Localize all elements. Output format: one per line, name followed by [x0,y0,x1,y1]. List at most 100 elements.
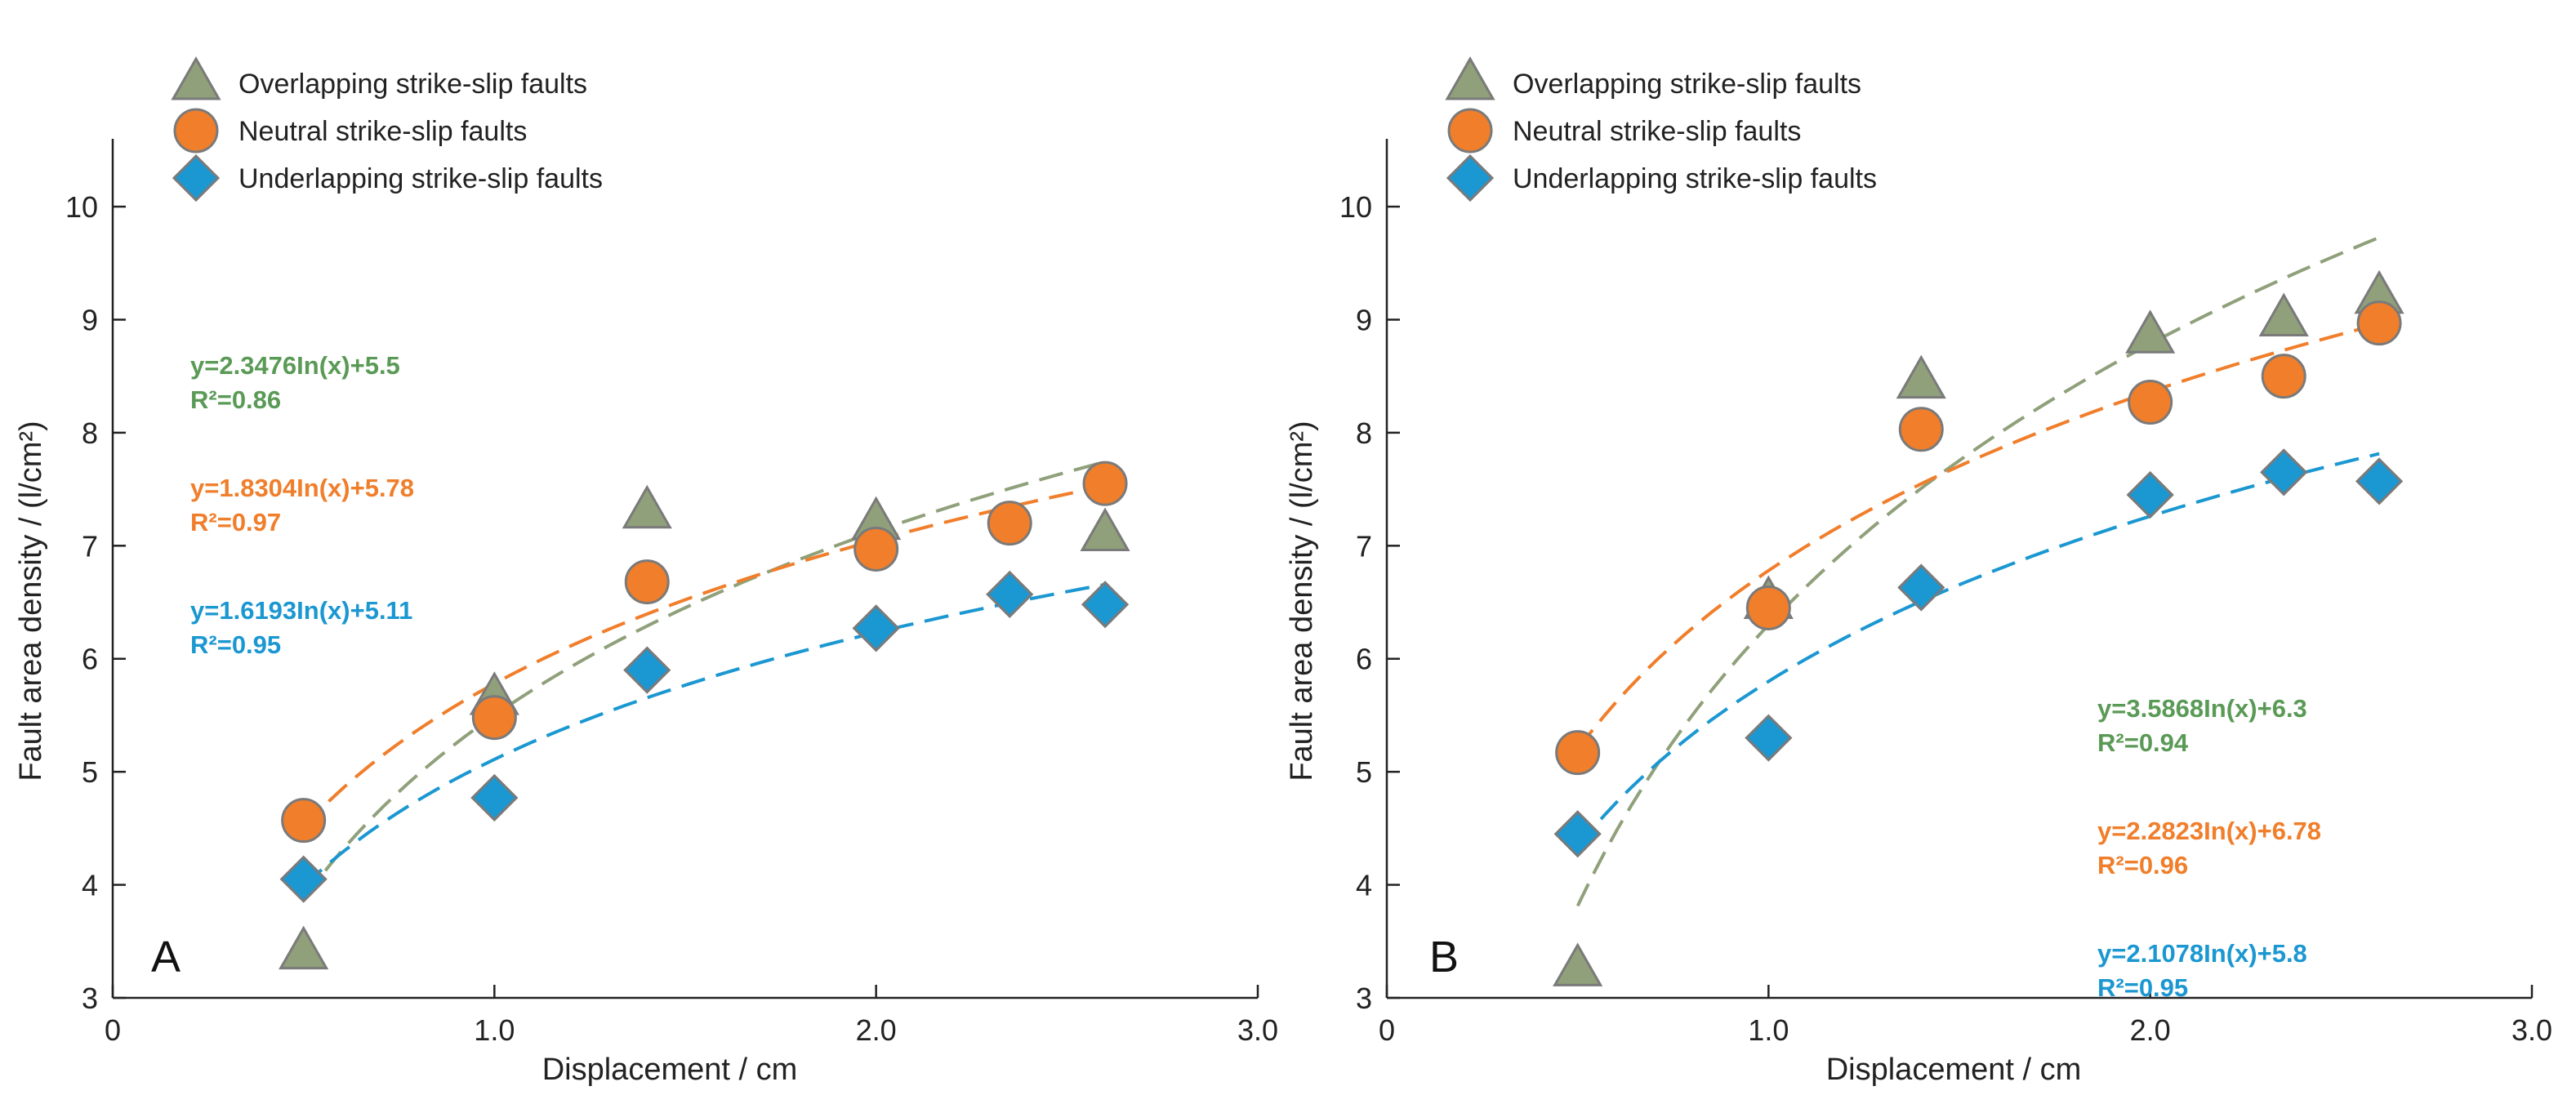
fit-equations: y=2.3476In(x)+5.5 R²=0.86 y=1.8304In(x)+5.… [190,351,414,659]
r-squared-underlapping: R²=0.95 [2097,973,2188,1002]
legend-label: Underlapping strike-slip faults [238,163,603,194]
data-point-overlapping [1553,942,1603,986]
fit-curve-neutral [1576,322,2380,750]
legend-marker-neutral [1447,108,1493,154]
panel-letter: A [151,933,180,982]
legend-marker-neutral [173,108,219,154]
data-point-neutral [2356,301,2402,346]
data-point-overlapping [2258,292,2309,336]
chart-panel-b: 3 4 5 6 7 8 9 10 0 1.0 2.0 3.0 Displacement / cm Faul… [1285,56,2552,1087]
data-point-neutral [281,798,327,844]
y-tick-label: 6 [1356,643,1372,676]
x-axis-title: Displacement / cm [1826,1053,2082,1087]
legend: Overlapping strike-slip faults Neutral st… [1445,56,1877,203]
panel-letter: B [1429,933,1459,982]
data-point-underlapping [1897,563,1945,612]
y-tick-label: 6 [82,643,98,676]
y-tick-label: 10 [1339,190,1372,224]
y-tick-label: 5 [82,755,98,789]
data-point-underlapping [623,646,671,694]
data-point-underlapping [1553,810,1602,858]
y-tick-label: 8 [1356,416,1372,450]
data-point-overlapping [279,925,329,970]
y-tick-label: 9 [82,303,98,336]
x-tick-label: 2.0 [2130,1013,2171,1047]
fit-curve-overlapping [302,460,1106,901]
r-squared-overlapping: R²=0.94 [2097,728,2189,757]
data-point-underlapping [2260,448,2308,496]
data-point-neutral [1745,585,1791,630]
r-squared-neutral: R²=0.96 [2097,851,2188,879]
y-tick-label: 4 [82,869,98,902]
equation-neutral: y=1.8304In(x)+5.78 [190,474,414,502]
series-neutral [1555,301,2402,776]
x-tick-label: 3.0 [2511,1013,2552,1047]
fit-equations: y=3.5868In(x)+6.3 R²=0.94 y=2.2823In(x)+6.… [2097,694,2321,1002]
data-point-neutral [853,526,899,572]
data-point-neutral [987,501,1032,546]
chart-panel-a: 3 4 5 6 7 8 9 10 0 1.0 2.0 3.0 Displacement / cm Faul… [14,56,1278,1087]
y-tick-label: 3 [1356,982,1372,1015]
data-point-neutral [471,695,517,741]
x-tick-label: 1.0 [1748,1013,1789,1047]
y-axis-title: Fault area density / (l/cm²) [14,421,48,781]
equation-overlapping: y=2.3476In(x)+5.5 [190,351,400,380]
y-tick-label: 3 [82,982,98,1015]
y-tick-label: 9 [1356,303,1372,336]
legend: Overlapping strike-slip faults Neutral st… [171,56,603,203]
equation-underlapping: y=1.6193In(x)+5.11 [190,596,412,625]
data-point-neutral [624,559,670,605]
y-tick-label: 8 [82,416,98,450]
fit-curve-underlapping [1576,452,2380,848]
r-squared-overlapping: R²=0.86 [190,385,281,414]
data-point-underlapping [1745,714,1793,762]
data-point-underlapping [470,773,519,822]
y-tick-label: 10 [65,190,98,224]
data-point-underlapping [852,604,900,652]
equation-underlapping: y=2.1078In(x)+5.8 [2097,939,2307,968]
x-tick-label: 1.0 [474,1013,515,1047]
series-underlapping [1553,448,2404,858]
equation-overlapping: y=3.5868In(x)+6.3 [2097,694,2307,723]
data-point-underlapping [279,855,328,903]
y-tick-label: 7 [1356,529,1372,563]
legend-label: Neutral strike-slip faults [1513,116,1801,147]
data-point-neutral [1082,461,1128,506]
fit-curve-overlapping [1575,235,2380,907]
fit-curve-neutral [302,484,1106,829]
data-point-overlapping [1080,507,1130,551]
data-point-neutral [2261,354,2306,399]
legend-marker-overlapping [1445,56,1495,100]
series-underlapping [279,570,1130,903]
r-squared-neutral: R²=0.97 [190,508,281,536]
data-point-underlapping [2126,470,2174,519]
legend-label: Neutral strike-slip faults [238,116,527,147]
series-neutral [281,461,1128,844]
data-point-underlapping [2355,457,2404,505]
data-point-neutral [1898,407,1944,452]
series-overlapping [279,484,1130,970]
data-point-overlapping [1896,354,1946,399]
y-tick-label: 4 [1356,869,1372,902]
data-point-overlapping [622,484,672,529]
r-squared-underlapping: R²=0.95 [190,630,281,659]
data-point-underlapping [1081,581,1130,629]
y-tick-label: 7 [82,529,98,563]
legend-label: Underlapping strike-slip faults [1513,163,1877,194]
fit-curve-underlapping [302,582,1106,888]
y-axis-title: Fault area density / (l/cm²) [1285,421,1319,781]
legend-marker-underlapping [172,154,221,203]
data-point-underlapping [986,570,1034,618]
legend-label: Overlapping strike-slip faults [238,69,587,100]
data-point-neutral [2128,380,2173,425]
data-point-overlapping [2125,309,2176,354]
x-tick-label: 0 [1379,1013,1395,1047]
legend-marker-underlapping [1446,154,1495,203]
y-tick-label: 5 [1356,755,1372,789]
legend-label: Overlapping strike-slip faults [1513,69,1861,100]
x-tick-label: 0 [105,1013,121,1047]
x-tick-label: 3.0 [1237,1013,1278,1047]
equation-neutral: y=2.2823In(x)+6.78 [2097,817,2321,845]
x-tick-label: 2.0 [856,1013,897,1047]
data-point-neutral [1555,730,1601,776]
